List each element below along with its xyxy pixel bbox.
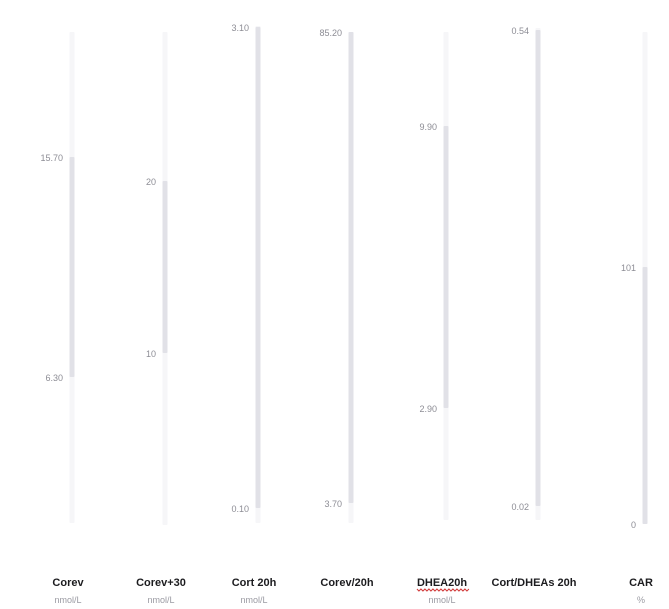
- column-unit-4: nmol/L: [428, 595, 455, 605]
- range-bar-5: [535, 30, 541, 506]
- column-title-0: Corev: [52, 577, 84, 589]
- column-unit-6: %: [637, 595, 645, 605]
- column-unit-2: nmol/L: [240, 595, 267, 605]
- range-bar-2: [255, 27, 261, 508]
- lower-label-6: 0: [631, 520, 636, 530]
- lower-label-4: 2.90: [419, 404, 437, 414]
- upper-label-2: 3.10: [231, 23, 249, 33]
- column-unit-1: nmol/L: [147, 595, 174, 605]
- column-title-2: Cort 20h: [232, 577, 277, 589]
- lower-label-3: 3.70: [324, 499, 342, 509]
- lower-label-0: 6.30: [45, 373, 63, 383]
- upper-label-1: 20: [146, 177, 156, 187]
- column-title-6: CAR: [629, 577, 653, 589]
- upper-label-4: 9.90: [419, 122, 437, 132]
- column-title-5: Cort/DHEAs 20h: [492, 577, 577, 589]
- upper-label-6: 101: [621, 263, 636, 273]
- range-bar-0: [69, 157, 75, 377]
- column-title-3: Corev/20h: [320, 577, 373, 589]
- lower-label-1: 10: [146, 349, 156, 359]
- column-title-1: Corev+30: [136, 577, 186, 589]
- range-bar-1: [162, 181, 168, 353]
- column-unit-0: nmol/L: [54, 595, 81, 605]
- upper-label-3: 85.20: [319, 28, 342, 38]
- range-bar-4: [443, 126, 449, 408]
- range-bar-3: [348, 32, 354, 503]
- upper-label-5: 0.54: [511, 26, 529, 36]
- column-title-4: DHEA20h: [417, 577, 467, 589]
- spellcheck-underline: [416, 588, 470, 592]
- lower-label-5: 0.02: [511, 502, 529, 512]
- upper-label-0: 15.70: [40, 153, 63, 163]
- lower-label-2: 0.10: [231, 504, 249, 514]
- range-bar-6: [642, 267, 648, 524]
